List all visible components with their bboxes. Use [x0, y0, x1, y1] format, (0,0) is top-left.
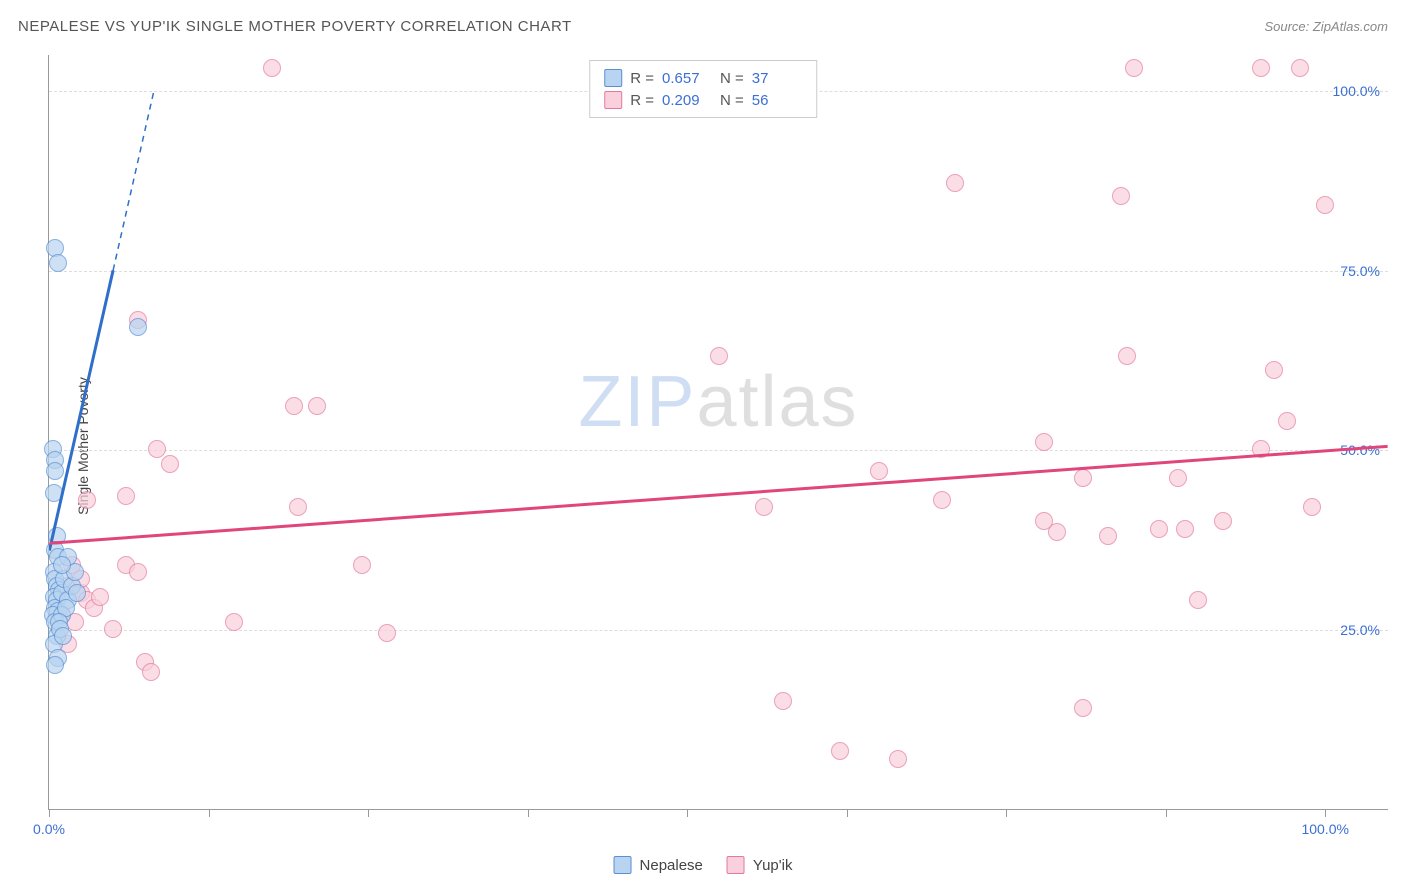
data-point — [870, 462, 888, 480]
data-point — [104, 620, 122, 638]
data-point — [68, 584, 86, 602]
x-tick — [687, 809, 688, 817]
legend-row-yupik: R = 0.209 N = 56 — [604, 89, 802, 111]
data-point — [1112, 187, 1130, 205]
swatch-yupik — [604, 91, 622, 109]
n-value-nepalese: 37 — [752, 70, 802, 87]
data-point — [353, 556, 371, 574]
r-value-nepalese: 0.657 — [662, 70, 712, 87]
gridline — [49, 630, 1388, 631]
n-label: N = — [720, 92, 744, 109]
data-point — [1125, 59, 1143, 77]
x-tick — [528, 809, 529, 817]
gridline — [49, 450, 1388, 451]
data-point — [1214, 512, 1232, 530]
data-point — [225, 613, 243, 631]
source-value: ZipAtlas.com — [1313, 19, 1388, 34]
gridline — [49, 271, 1388, 272]
data-point — [129, 318, 147, 336]
data-point — [46, 462, 64, 480]
y-tick-label: 50.0% — [1340, 442, 1380, 458]
data-point — [710, 347, 728, 365]
chart-title: NEPALESE VS YUP'IK SINGLE MOTHER POVERTY… — [18, 18, 572, 35]
data-point — [933, 491, 951, 509]
legend-item-nepalese: Nepalese — [614, 856, 703, 874]
data-point — [1074, 469, 1092, 487]
x-tick — [1325, 809, 1326, 817]
source-attribution: Source: ZipAtlas.com — [1264, 19, 1388, 34]
data-point — [1316, 196, 1334, 214]
series-legend: Nepalese Yup'ik — [614, 856, 793, 874]
watermark-zip: ZIP — [578, 362, 696, 442]
swatch-yupik-icon — [727, 856, 745, 874]
r-value-yupik: 0.209 — [662, 92, 712, 109]
data-point — [1035, 512, 1053, 530]
x-tick — [368, 809, 369, 817]
data-point — [91, 588, 109, 606]
data-point — [1291, 59, 1309, 77]
data-point — [45, 484, 63, 502]
n-label: N = — [720, 70, 744, 87]
data-point — [308, 397, 326, 415]
r-label: R = — [630, 92, 654, 109]
source-label: Source: — [1264, 19, 1312, 34]
data-point — [889, 750, 907, 768]
x-tick — [1166, 809, 1167, 817]
legend-row-nepalese: R = 0.657 N = 37 — [604, 67, 802, 89]
legend-label-nepalese: Nepalese — [640, 857, 703, 874]
x-tick-label: 100.0% — [1301, 821, 1348, 837]
data-point — [129, 563, 147, 581]
data-point — [1099, 527, 1117, 545]
data-point — [53, 556, 71, 574]
data-point — [117, 487, 135, 505]
legend-label-yupik: Yup'ik — [753, 857, 793, 874]
data-point — [1252, 440, 1270, 458]
data-point — [46, 656, 64, 674]
x-tick — [209, 809, 210, 817]
data-point — [1303, 498, 1321, 516]
data-point — [289, 498, 307, 516]
data-point — [378, 624, 396, 642]
swatch-nepalese — [604, 69, 622, 87]
data-point — [285, 397, 303, 415]
n-value-yupik: 56 — [752, 92, 802, 109]
data-point — [1074, 699, 1092, 717]
data-point — [831, 742, 849, 760]
data-point — [1150, 520, 1168, 538]
data-point — [49, 254, 67, 272]
x-tick — [847, 809, 848, 817]
data-point — [1176, 520, 1194, 538]
data-point — [78, 491, 96, 509]
data-point — [142, 663, 160, 681]
data-point — [263, 59, 281, 77]
x-tick — [49, 809, 50, 817]
swatch-nepalese-icon — [614, 856, 632, 874]
data-point — [755, 498, 773, 516]
data-point — [1035, 433, 1053, 451]
legend-item-yupik: Yup'ik — [727, 856, 793, 874]
data-point — [774, 692, 792, 710]
data-point — [1118, 347, 1136, 365]
data-point — [54, 627, 72, 645]
data-point — [1278, 412, 1296, 430]
watermark-atlas: atlas — [696, 362, 858, 442]
y-tick-label: 25.0% — [1340, 622, 1380, 638]
scatter-chart: ZIPatlas 25.0%50.0%75.0%100.0%0.0%100.0% — [48, 55, 1388, 810]
data-point — [1265, 361, 1283, 379]
correlation-legend: R = 0.657 N = 37 R = 0.209 N = 56 — [589, 60, 817, 118]
data-point — [161, 455, 179, 473]
y-tick-label: 100.0% — [1333, 83, 1380, 99]
x-tick-label: 0.0% — [33, 821, 65, 837]
r-label: R = — [630, 70, 654, 87]
data-point — [946, 174, 964, 192]
trend-lines — [49, 55, 1388, 809]
watermark: ZIPatlas — [578, 361, 858, 443]
y-tick-label: 75.0% — [1340, 263, 1380, 279]
data-point — [1252, 59, 1270, 77]
chart-header: NEPALESE VS YUP'IK SINGLE MOTHER POVERTY… — [18, 18, 1388, 35]
data-point — [1169, 469, 1187, 487]
data-point — [1189, 591, 1207, 609]
x-tick — [1006, 809, 1007, 817]
